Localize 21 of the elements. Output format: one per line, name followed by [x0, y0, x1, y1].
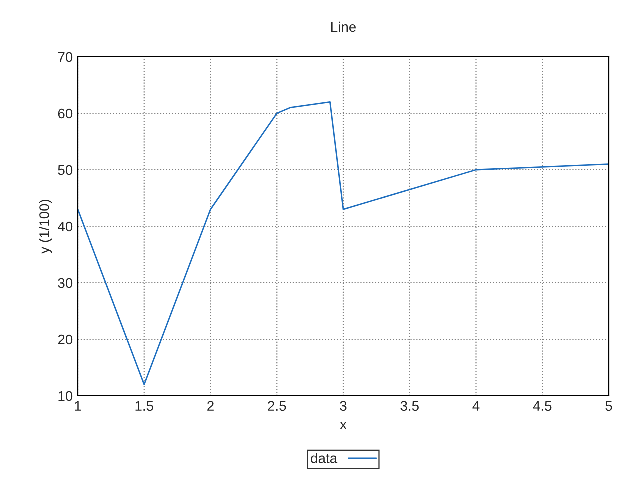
x-tick-label: 5 — [606, 401, 612, 412]
x-tick-label: 3.5 — [400, 401, 419, 412]
y-tick-label: 70 — [58, 52, 73, 62]
x-tick-label: 3 — [340, 401, 347, 412]
y-tick-label: 10 — [58, 391, 73, 402]
legend-label: data — [311, 453, 338, 464]
chart-title: Line — [332, 22, 356, 32]
line-series — [78, 102, 609, 386]
x-tick-label: 1 — [75, 401, 82, 411]
x-tick-label: 1.5 — [136, 401, 154, 412]
y-tick-label: 20 — [58, 334, 73, 345]
y-tick-label: 30 — [58, 278, 73, 288]
x-tick-label: 4.5 — [533, 401, 552, 412]
x-tick-label: 2 — [208, 401, 214, 411]
x-tick-label: 2.5 — [268, 401, 286, 412]
x-axis-title: x — [340, 422, 347, 430]
y-tick-label: 60 — [58, 108, 73, 119]
x-tick-label: 4 — [472, 401, 480, 411]
y-tick-label: 50 — [58, 165, 73, 176]
y-axis-title: y (1/100) — [39, 200, 52, 254]
y-tick-label: 40 — [58, 222, 73, 232]
